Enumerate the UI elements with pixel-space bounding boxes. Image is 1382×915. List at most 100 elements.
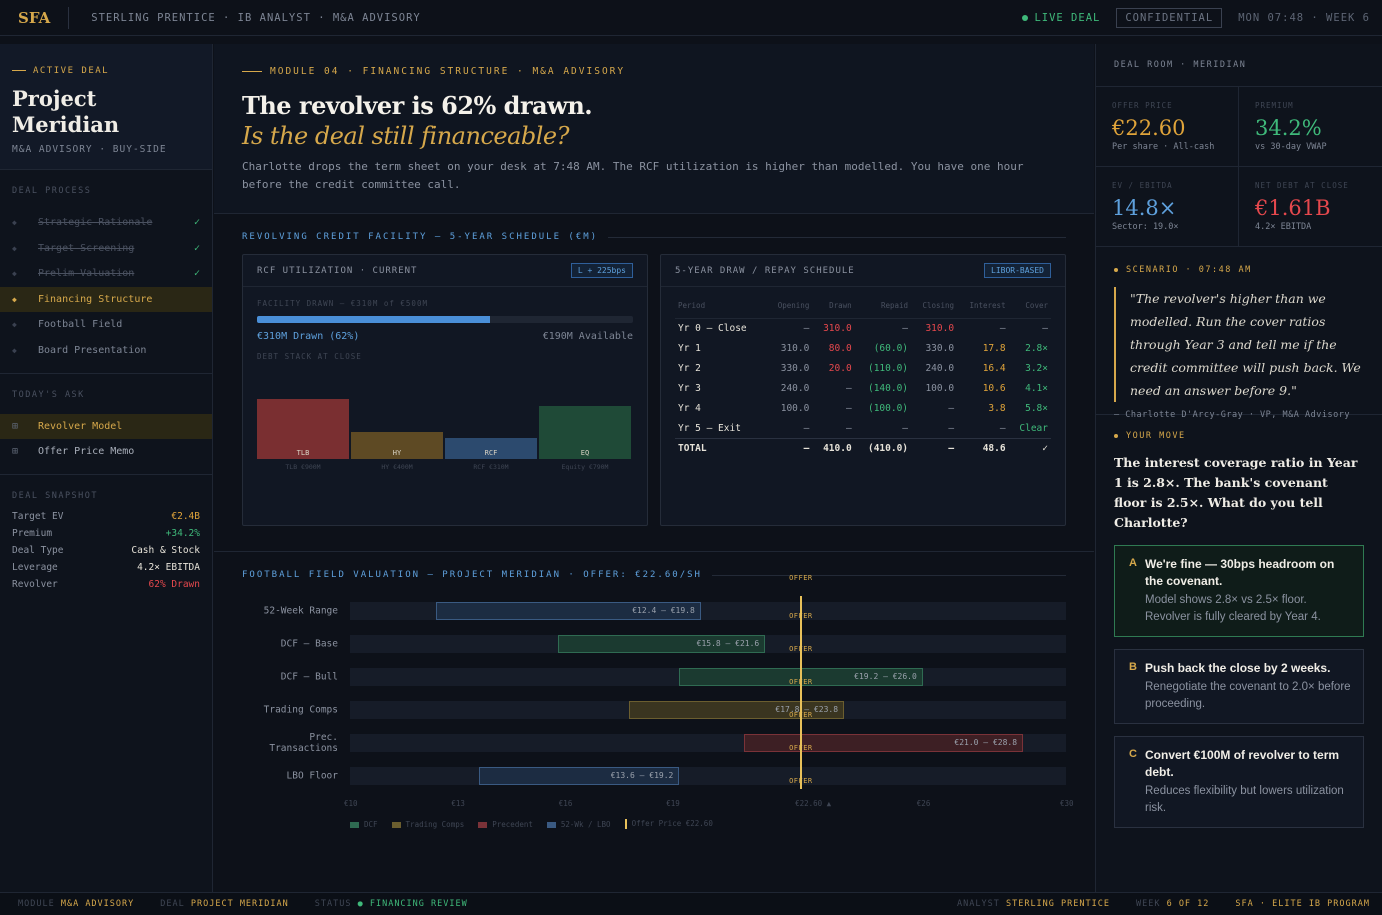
- rcf-utilization-card: RCF UTILIZATION · CURRENT L + 225bps FAC…: [242, 254, 648, 526]
- option-title: We're fine — 30bps headroom on the coven…: [1145, 557, 1335, 588]
- metric-value: €1.61B: [1255, 196, 1331, 220]
- check-icon: ✓: [193, 217, 200, 229]
- table-cell: (110.0): [867, 363, 909, 374]
- table-cell: 20.0: [828, 363, 852, 374]
- card-body: Period Opening Drawn Repaid Closing Interest C…: [661, 287, 1065, 471]
- table-cell: 310.0: [925, 323, 955, 335]
- step-label: Financing Structure: [38, 293, 153, 305]
- step-target-screening[interactable]: ◆ Target Screening ✓: [0, 236, 212, 262]
- legend-label: Offer Price €22.60: [631, 819, 713, 828]
- module-label: MODULE 04 · FINANCING STRUCTURE · M&A AD…: [242, 66, 1066, 77]
- table-cell: (410.0): [854, 438, 912, 459]
- ask-revolver-model[interactable]: ⊞ Revolver Model: [0, 414, 212, 439]
- document-icon: ⊞: [12, 421, 19, 432]
- table-cell: —: [948, 422, 955, 434]
- table-cell: —: [845, 383, 852, 394]
- bullet-icon: ◆: [12, 243, 17, 253]
- schedule-table: Period Opening Drawn Repaid Closing Interest C…: [675, 301, 1051, 459]
- table-cell: —: [948, 403, 955, 414]
- snapshot-key: Revolver: [12, 579, 58, 590]
- pricing-tag: L + 225bps: [570, 263, 633, 278]
- deal-snapshot-label: DEAL SNAPSHOT: [12, 491, 99, 501]
- legend-swatch: [350, 821, 359, 828]
- table-cell: (100.0): [867, 403, 909, 414]
- snapshot-value: +34.2%: [165, 528, 200, 539]
- metric-value: 14.8×: [1112, 196, 1177, 220]
- step-football-field[interactable]: ◆ Football Field: [0, 312, 212, 338]
- snapshot-key: Leverage: [12, 562, 58, 573]
- status-program: SFA · ELITE IB PROGRAM: [1235, 899, 1370, 909]
- step-financing-structure[interactable]: ◆ Financing Structure: [0, 286, 212, 312]
- table-cell: 10.6: [982, 383, 1006, 394]
- option-b[interactable]: B Push back the close by 2 weeks. Renegoti…: [1114, 649, 1364, 724]
- active-deal-label: ACTIVE DEAL: [12, 66, 200, 76]
- legend-label: Precedent: [492, 819, 533, 829]
- snapshot-row: Leverage 4.2× EBITDA: [12, 562, 200, 579]
- ff-track: €13.6 – €19.2: [350, 767, 1066, 785]
- table-cell: —: [999, 323, 1006, 335]
- snapshot-row: Target EV €2.4B: [12, 511, 200, 528]
- scenario-quote: "The revolver's higher than we modelled.…: [1114, 287, 1364, 402]
- hero-description: Charlotte drops the term sheet on your d…: [242, 160, 1024, 191]
- table-cell: —: [845, 403, 852, 414]
- option-desc: Renegotiate the covenant to 2.0× before …: [1145, 681, 1351, 710]
- table-cell: 80.0: [828, 343, 852, 354]
- metric-label: NET DEBT AT CLOSE: [1255, 181, 1349, 190]
- legend-swatch: [546, 821, 556, 828]
- ff-track: €21.0 – €28.8: [350, 734, 1066, 752]
- card-body: FACILITY DRAWN — €310M of €500M €310M Dr…: [243, 287, 647, 487]
- table-row: Yr 3 240.0 — (140.0) 100.0 10.6 4.1×: [675, 379, 1051, 399]
- debt-stack-caption: RCF €310M: [473, 463, 509, 471]
- ff-track: €15.8 – €21.6: [350, 635, 1066, 653]
- metric-ev-ebitda: EV / EBITDA 14.8× Sector: 19.0×: [1096, 167, 1239, 247]
- table-cell: —: [845, 422, 852, 434]
- football-field-section: FOOTBALL FIELD VALUATION — PROJECT MERID…: [214, 552, 1094, 892]
- status-value: M&A ADVISORY: [60, 899, 135, 909]
- table-cell: —: [766, 438, 813, 459]
- step-prelim-valuation[interactable]: ◆ Prelim Valuation ✓: [0, 261, 212, 287]
- legend-item: 52-Wk / LBO: [546, 820, 611, 829]
- main-content: MODULE 04 · FINANCING STRUCTURE · M&A AD…: [214, 44, 1094, 892]
- ask-offer-price-memo[interactable]: ⊞ Offer Price Memo: [0, 439, 212, 464]
- status-deal: DEAL PROJECT MERIDIAN: [160, 899, 289, 909]
- table-cell: TOTAL: [675, 438, 767, 459]
- deal-snapshot: DEAL SNAPSHOT Target EV €2.4B Premium +34.…: [0, 475, 212, 612]
- table-cell: Clear: [1019, 422, 1048, 434]
- quote-attribution: — Charlotte D'Arcy-Gray · VP, M&A Adviso…: [1114, 410, 1350, 420]
- status-key: ANALYST: [957, 899, 1000, 909]
- snapshot-value: €2.4B: [171, 511, 200, 522]
- status-key: DEAL: [160, 899, 185, 909]
- option-key: A: [1129, 557, 1137, 569]
- legend-offer-swatch: [624, 819, 627, 829]
- ff-row-label: DCF — Bull: [280, 671, 338, 683]
- metric-label: PREMIUM: [1255, 101, 1294, 110]
- ff-row-label: 52-Week Range: [263, 605, 338, 617]
- option-desc: Model shows 2.8× vs 2.5× floor. Revolver…: [1145, 594, 1321, 623]
- table-cell: 2.8×: [1025, 343, 1048, 354]
- table-cell: ✓: [1008, 438, 1051, 459]
- legend-item-offer: Offer Price €22.60: [624, 819, 713, 829]
- step-label: Football Field: [38, 319, 123, 331]
- ff-row: DCF — Base €15.8 – €21.6: [242, 635, 1066, 653]
- ff-row: Trading Comps €17.8 – €23.8: [242, 701, 1066, 719]
- table-cell: —: [803, 422, 810, 434]
- step-label: Strategic Rationale: [38, 217, 153, 229]
- step-board-presentation[interactable]: ◆ Board Presentation: [0, 338, 212, 364]
- option-c[interactable]: C Convert €100M of revolver to term debt.…: [1114, 736, 1364, 828]
- option-a[interactable]: A We're fine — 30bps headroom on the cove…: [1114, 545, 1364, 637]
- debt-stack-bar-tlb: TLB: [257, 399, 349, 459]
- status-value: ● FINANCING REVIEW: [357, 899, 468, 909]
- ff-section-title-text: FOOTBALL FIELD VALUATION — PROJECT MERID…: [242, 570, 702, 580]
- table-header-row: Period Opening Drawn Repaid Closing Interest C…: [675, 301, 1051, 319]
- table-cell: (60.0): [873, 343, 909, 354]
- step-strategic-rationale[interactable]: ◆ Strategic Rationale ✓: [0, 210, 212, 236]
- table-row: Yr 1 310.0 80.0 (60.0) 330.0 17.8 2.8×: [675, 339, 1051, 359]
- axis-tick-label: €26: [916, 799, 931, 808]
- debt-stack-label: DEBT STACK AT CLOSE: [257, 352, 362, 361]
- logo: SFA: [0, 6, 70, 29]
- bullet-icon: ◆: [12, 320, 17, 330]
- snapshot-row: Revolver 62% Drawn: [12, 579, 200, 596]
- table-cell: —: [911, 438, 958, 459]
- offer-line: [800, 596, 803, 789]
